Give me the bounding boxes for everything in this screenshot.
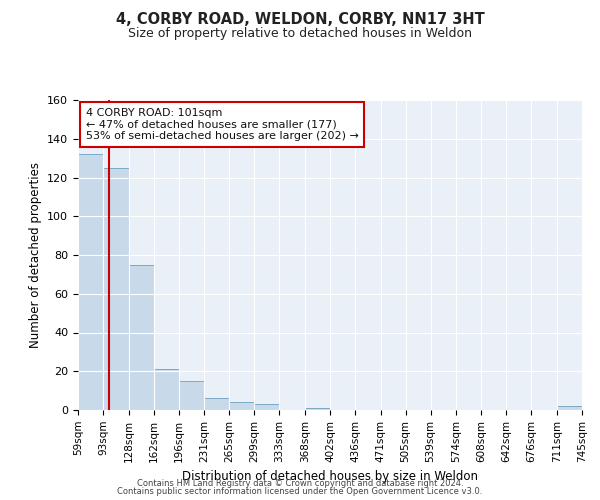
Bar	[205, 398, 229, 410]
Text: Contains public sector information licensed under the Open Government Licence v3: Contains public sector information licen…	[118, 487, 482, 496]
Bar	[254, 404, 280, 410]
Text: Contains HM Land Registry data © Crown copyright and database right 2024.: Contains HM Land Registry data © Crown c…	[137, 478, 463, 488]
Bar	[154, 370, 179, 410]
Bar	[557, 406, 582, 410]
Text: 4, CORBY ROAD, WELDON, CORBY, NN17 3HT: 4, CORBY ROAD, WELDON, CORBY, NN17 3HT	[116, 12, 484, 28]
Y-axis label: Number of detached properties: Number of detached properties	[29, 162, 41, 348]
Text: Size of property relative to detached houses in Weldon: Size of property relative to detached ho…	[128, 28, 472, 40]
Bar	[305, 408, 330, 410]
Bar	[128, 264, 154, 410]
Bar	[103, 168, 128, 410]
Bar	[78, 154, 103, 410]
Text: 4 CORBY ROAD: 101sqm
← 47% of detached houses are smaller (177)
53% of semi-deta: 4 CORBY ROAD: 101sqm ← 47% of detached h…	[86, 108, 358, 141]
Bar	[179, 381, 205, 410]
X-axis label: Distribution of detached houses by size in Weldon: Distribution of detached houses by size …	[182, 470, 478, 483]
Bar	[229, 402, 254, 410]
